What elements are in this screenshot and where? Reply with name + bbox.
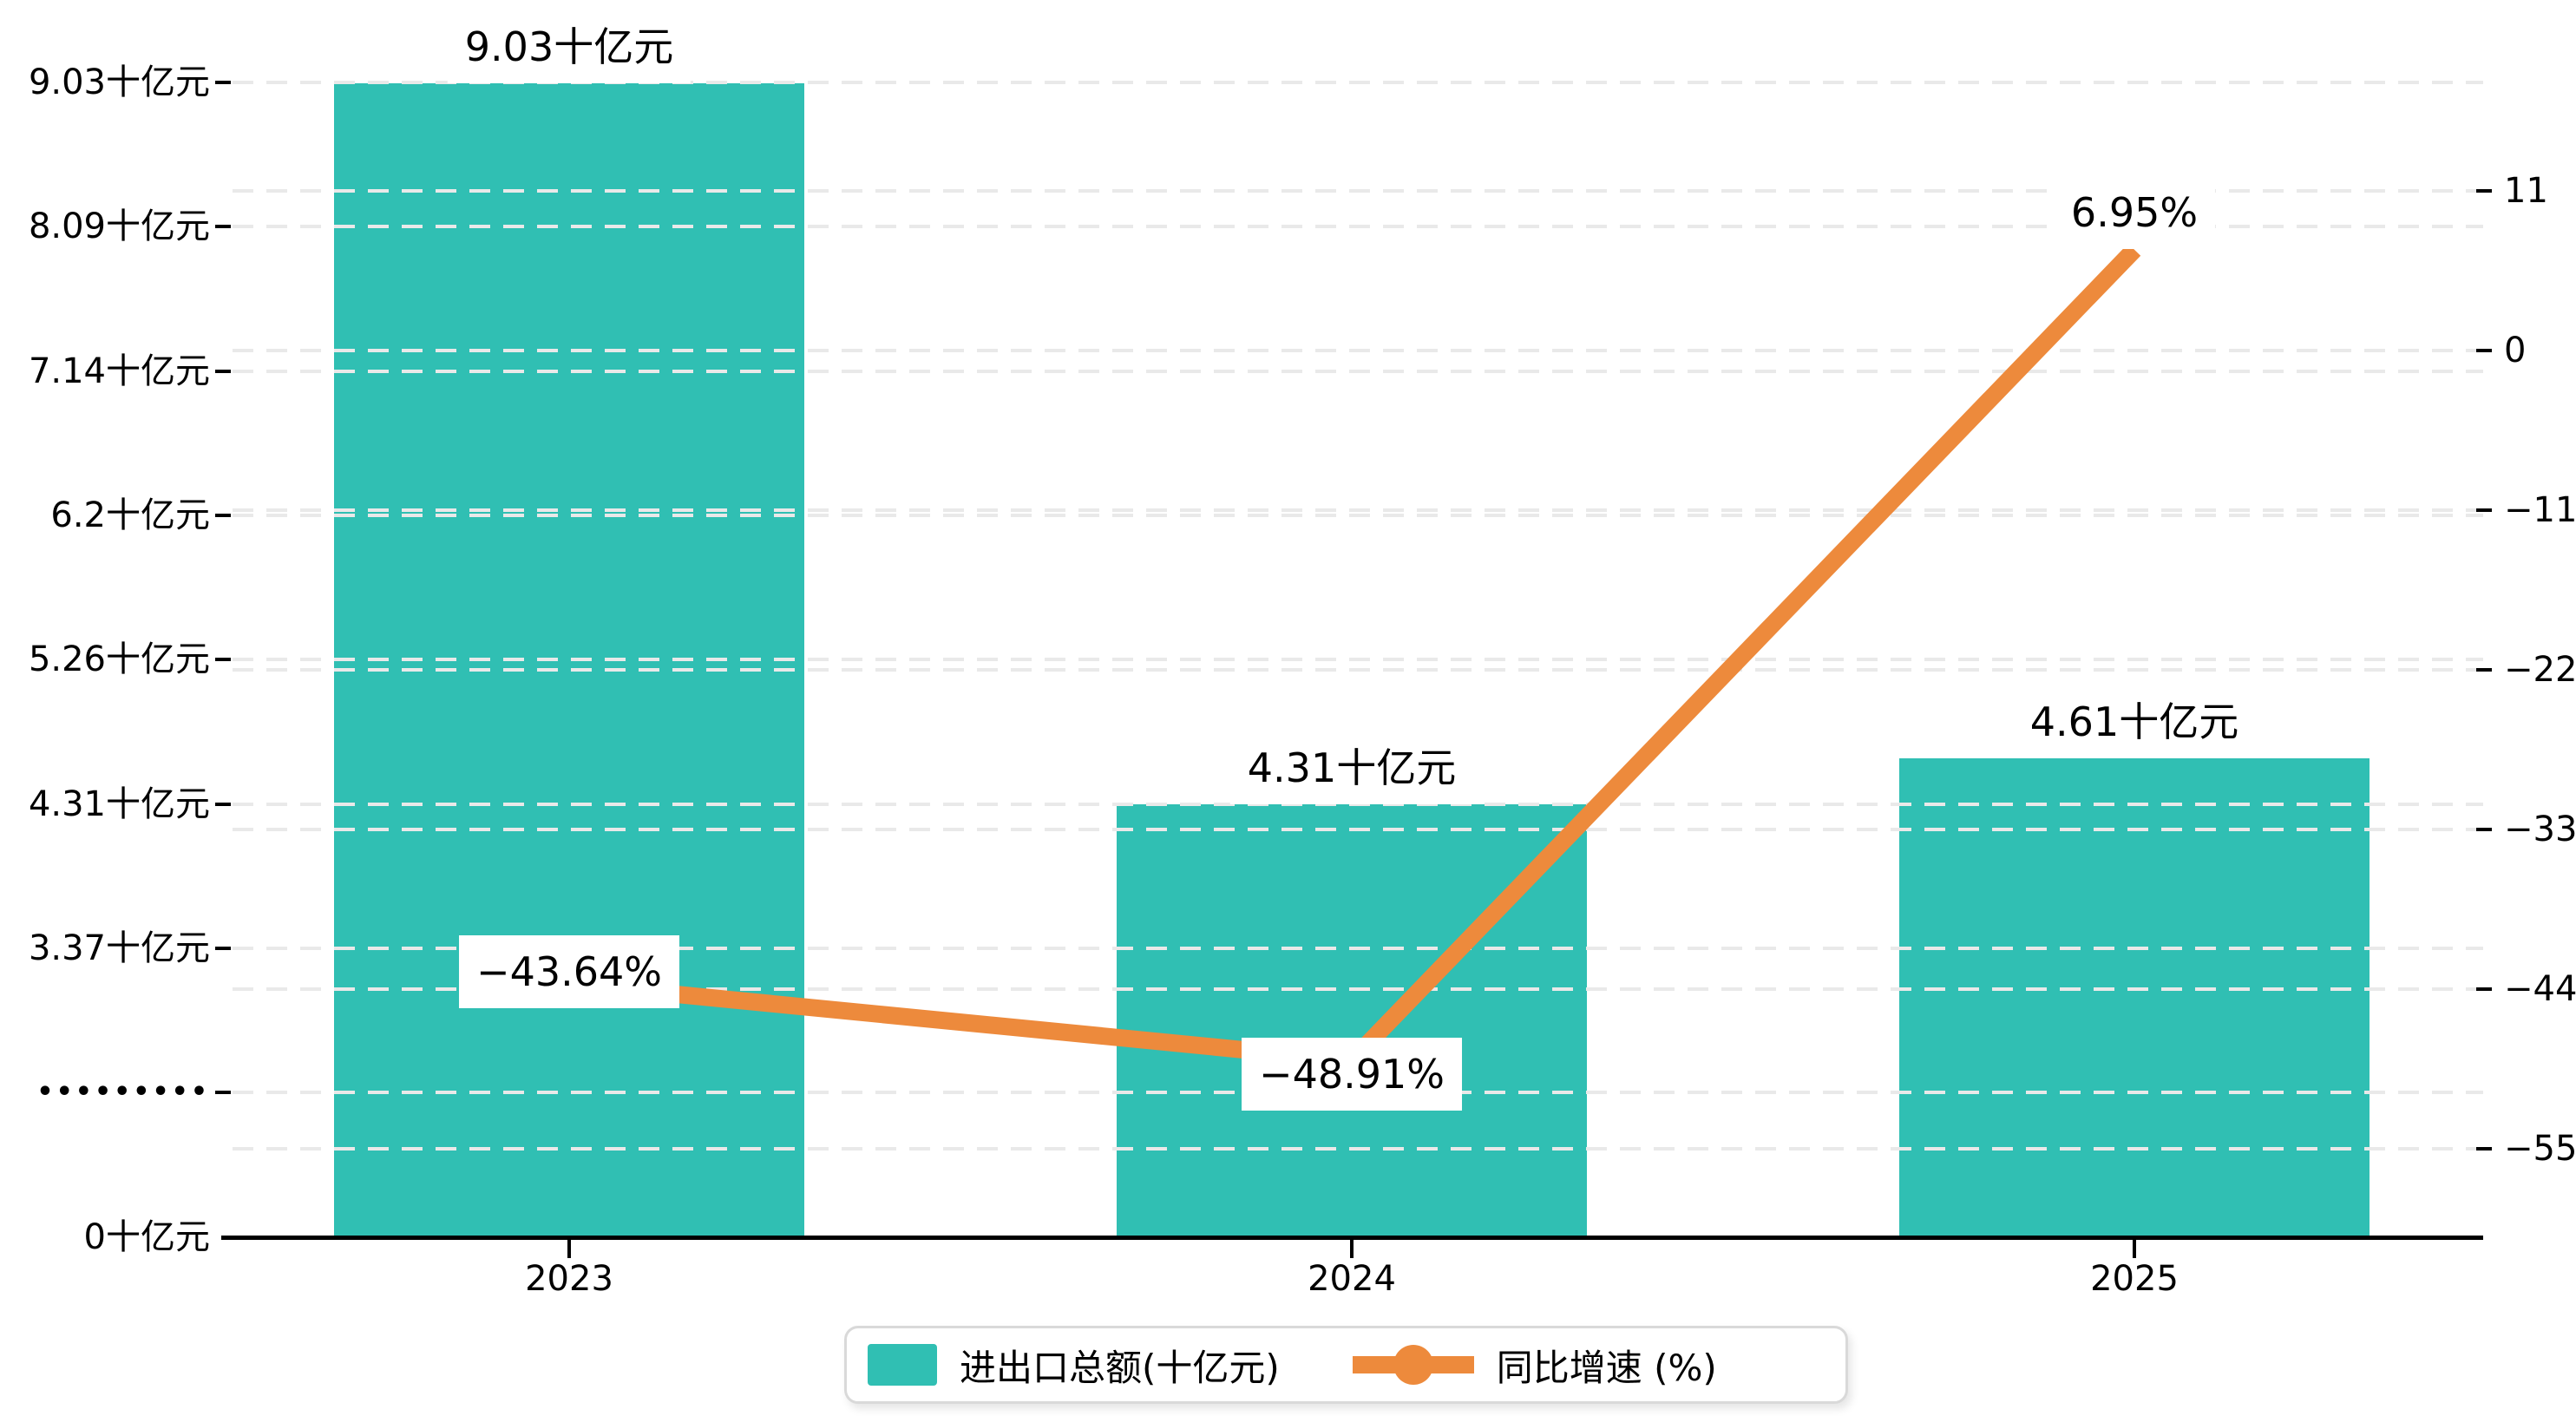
legend-label: 进出口总额(十亿元) (960, 1346, 1280, 1389)
y-axis-right-tick (2476, 508, 2492, 512)
x-axis-label-2023: 2023 (525, 1259, 613, 1299)
gridline-left-axis (233, 947, 2483, 950)
gridline-left-axis (233, 81, 2483, 84)
y-axis-left-label: 5.26十亿元 (28, 639, 210, 679)
y-axis-left-label: 4.31十亿元 (28, 784, 210, 824)
line-value-label: −48.91% (1242, 1038, 1462, 1111)
x-axis-tick (567, 1237, 571, 1258)
x-axis-label-2025: 2025 (2090, 1259, 2179, 1299)
y-axis-left-label: 7.14十亿元 (28, 351, 210, 391)
y-axis-right-tick (2476, 1147, 2492, 1150)
y-axis-left-label: 6.2十亿元 (50, 495, 210, 535)
legend-item-line-series[interactable]: 同比增速 (%) (1352, 1339, 1717, 1392)
bar-value-label: 9.03十亿元 (447, 10, 692, 83)
gridline-right-axis (233, 828, 2483, 831)
bar-2024[interactable] (1117, 804, 1587, 1237)
y-axis-right-label: 0 (2504, 331, 2527, 370)
gridline-right-axis (233, 1147, 2483, 1150)
y-axis-right-tick (2476, 987, 2492, 991)
gridline-left-axis (233, 225, 2483, 228)
y-axis-left-tick (215, 370, 231, 373)
y-axis-left-label: 9.03十亿元 (28, 62, 210, 102)
y-axis-left-tick (215, 225, 231, 228)
gridline-right-axis (233, 508, 2483, 512)
gridline-left-axis (233, 514, 2483, 517)
bar-2025[interactable] (1899, 758, 2370, 1237)
line-value-label: 6.95% (2053, 176, 2216, 249)
y-axis-right-tick (2476, 349, 2492, 352)
legend-item-bar-series[interactable]: 进出口总额(十亿元) (868, 1339, 1280, 1392)
y-axis-left-tick (215, 1091, 231, 1094)
y-axis-right-tick (2476, 189, 2492, 193)
gridline-left-axis (233, 370, 2483, 373)
gridline-right-axis (233, 668, 2483, 672)
line-with-dot-icon (1352, 1345, 1474, 1385)
x-axis-label-2024: 2024 (1308, 1259, 1396, 1299)
legend-dot (1393, 1345, 1433, 1385)
y-axis-left-tick (215, 658, 231, 661)
gridline-left-axis (233, 658, 2483, 661)
y-axis-right-tick (2476, 828, 2492, 831)
growth-line[interactable] (568, 243, 2141, 1070)
x-axis-tick (2133, 1237, 2136, 1258)
gridline-right-axis (233, 987, 2483, 991)
y-axis-left-label: 3.37十亿元 (28, 928, 210, 968)
bar-value-label: 4.61十亿元 (2012, 685, 2257, 759)
y-axis-right-label: 11 (2504, 171, 2548, 211)
y-axis-left-tick (215, 81, 231, 84)
y-axis-left-tick (215, 947, 231, 950)
y-axis-left-tick (215, 803, 231, 806)
y-axis-right-label: −11 (2504, 490, 2576, 530)
y-axis-left-label: 0十亿元 (83, 1217, 210, 1257)
legend-label: 同比增速 (%) (1496, 1346, 1717, 1389)
y-axis-right-tick (2476, 668, 2492, 672)
y-axis-right-label: −55 (2504, 1129, 2576, 1169)
y-axis-right-label: −44 (2504, 969, 2576, 1009)
gridline-right-axis (233, 189, 2483, 193)
line-value-label: −43.64% (459, 935, 679, 1008)
gridline-right-axis (233, 349, 2483, 352)
gridline-left-axis (233, 803, 2483, 806)
x-axis-tick (1350, 1237, 1354, 1258)
y-axis-left-label: ••••••••• (36, 1077, 210, 1107)
y-axis-left-tick (215, 514, 231, 517)
bar-value-label: 4.31十亿元 (1229, 731, 1474, 804)
legend: 进出口总额(十亿元) 同比增速 (%) (844, 1326, 1848, 1404)
bar-swatch-icon (868, 1344, 937, 1386)
y-axis-left-label: 8.09十亿元 (28, 206, 210, 246)
y-axis-right-label: −33 (2504, 810, 2576, 849)
y-axis-right-label: −22 (2504, 650, 2576, 690)
